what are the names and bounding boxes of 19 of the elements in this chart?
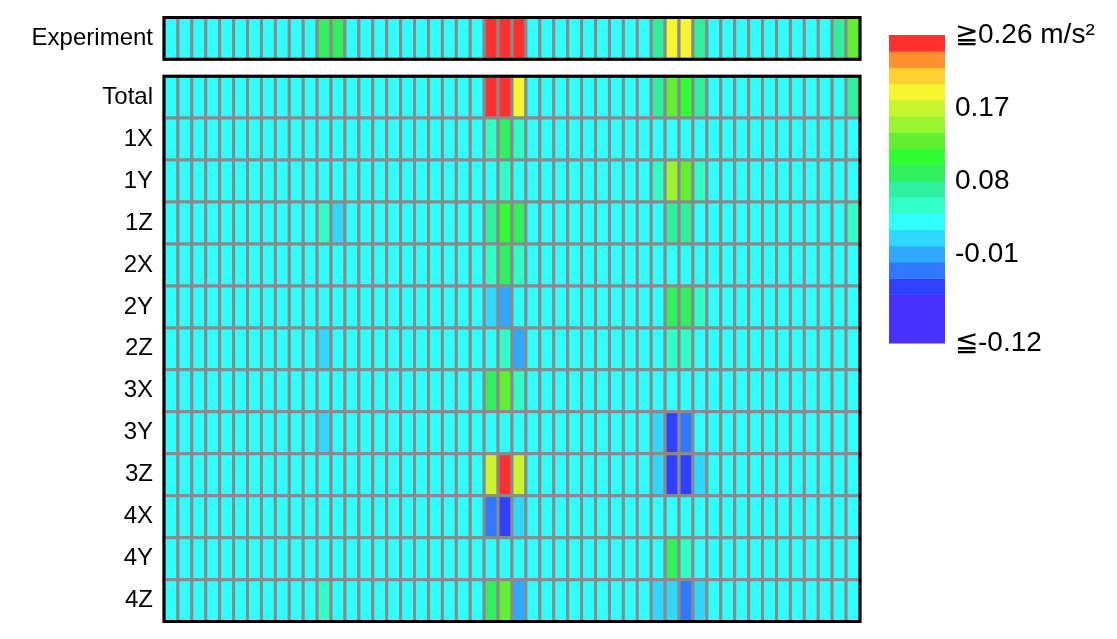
color-bar-label: 0.17 xyxy=(955,90,1010,122)
color-bar-label: -0.01 xyxy=(955,236,1019,268)
y-tick-label: 1Z xyxy=(124,207,153,235)
color-bar-label: 0.08 xyxy=(955,163,1010,195)
y-tick-label: 1X xyxy=(123,123,153,151)
y-tick-label: 4Y xyxy=(123,543,153,571)
y-tick-label: 2Y xyxy=(123,291,153,319)
color-bar-label: ≧0.26 m/s² xyxy=(955,17,1095,49)
y-tick-label: 2X xyxy=(123,249,153,277)
y-tick-label: 3X xyxy=(123,375,153,403)
color-bar-label: ≦-0.12 xyxy=(955,325,1042,357)
y-tick-label: 4X xyxy=(123,501,153,529)
y-tick-label: Total xyxy=(102,81,153,109)
y-tick-label: 4Z xyxy=(124,585,153,613)
y-tick-label: 3Y xyxy=(123,417,153,445)
y-tick-label: 2Z xyxy=(124,333,153,361)
y-tick-label: 3Z xyxy=(124,459,153,487)
y-tick-label: 1Y xyxy=(123,165,153,193)
y-tick-label: Experiment xyxy=(31,23,154,50)
